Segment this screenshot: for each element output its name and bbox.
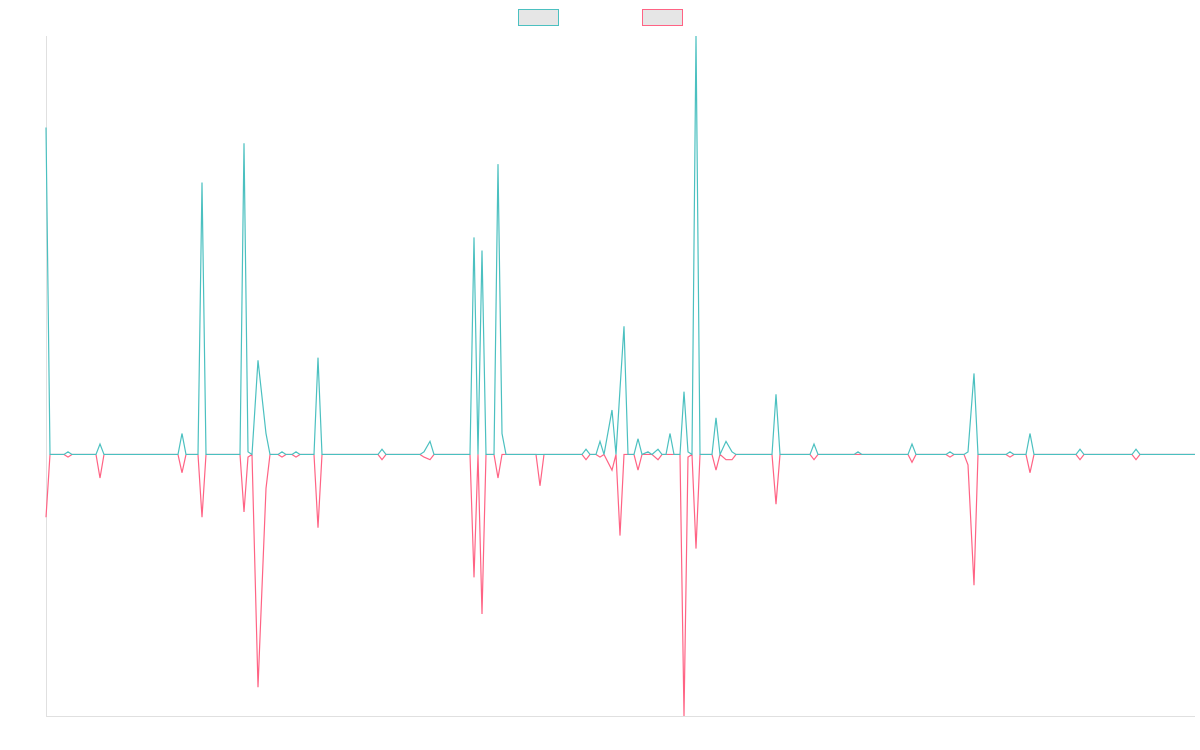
series-line <box>45 453 1195 717</box>
legend-swatch <box>642 9 683 26</box>
series-line <box>45 35 1195 457</box>
legend-swatch <box>518 9 559 26</box>
